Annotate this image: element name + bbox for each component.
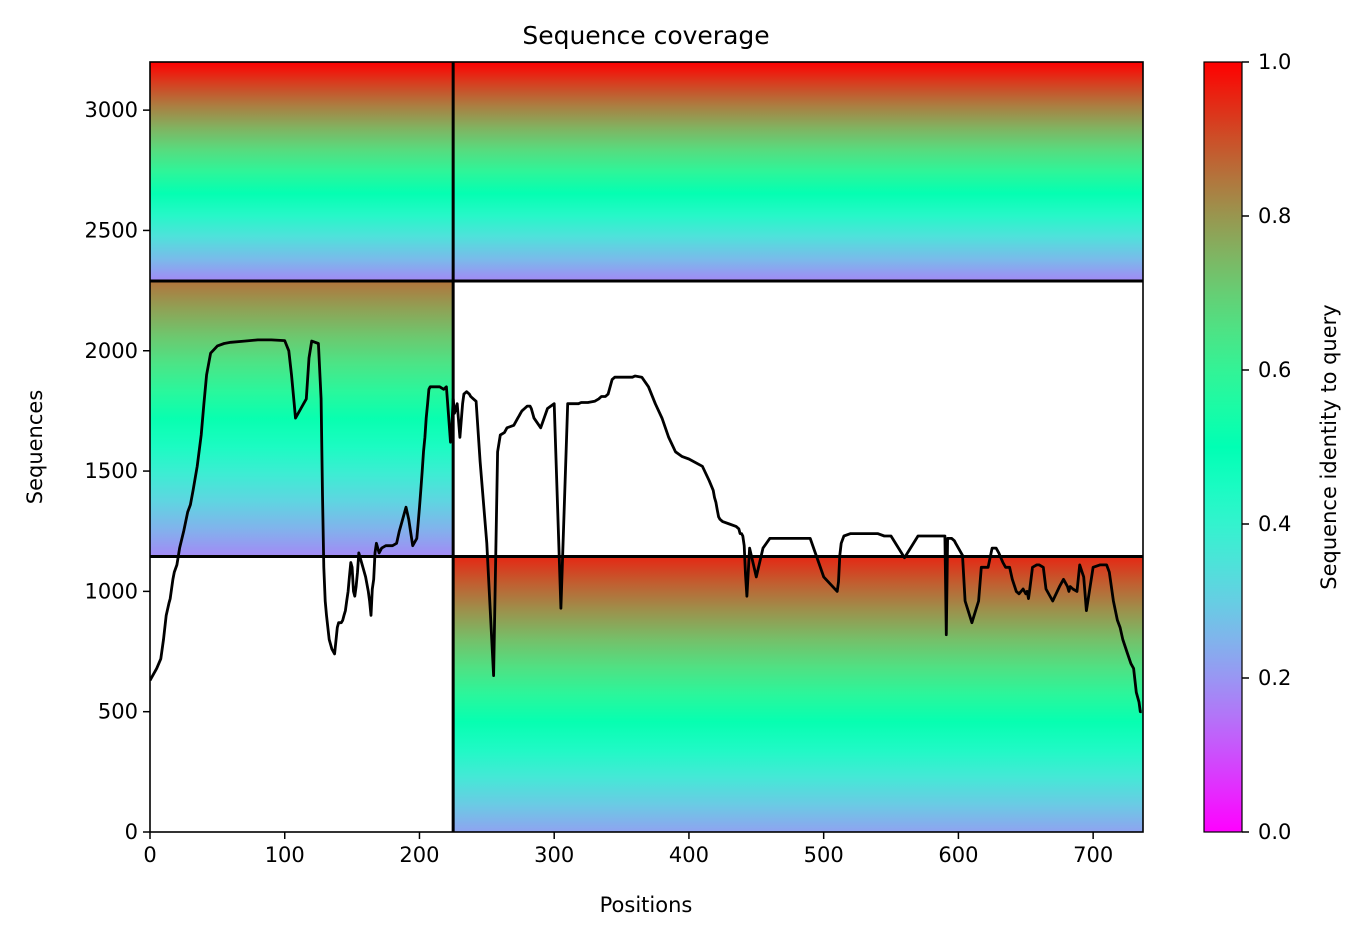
coverage-heatmap (150, 62, 1143, 832)
coverage-block (453, 556, 1143, 832)
coverage-block (150, 280, 454, 557)
x-tick-label: 300 (534, 843, 574, 867)
y-axis: 0 500 1000 1500 2000 2500 3000 (85, 98, 150, 844)
colorbar-tick-label: 0.0 (1258, 820, 1291, 844)
colorbar-title: Sequence identity to query (1317, 304, 1341, 589)
x-axis-title: Positions (600, 893, 693, 917)
plot-frame (149, 61, 1144, 833)
colorbar-tick-label: 0.2 (1258, 666, 1291, 690)
x-tick-label: 100 (265, 843, 305, 867)
x-tick-label: 0 (143, 843, 156, 867)
x-tick-label: 700 (1073, 843, 1113, 867)
colorbar-axis: 0.0 0.2 0.4 0.6 0.8 1.0 (1242, 50, 1291, 844)
y-tick-label: 3000 (85, 98, 138, 122)
x-tick-label: 400 (669, 843, 709, 867)
y-tick-label: 500 (98, 700, 138, 724)
y-axis-title: Sequences (23, 390, 47, 505)
coverage-line (150, 338, 1142, 714)
y-tick-label: 2500 (85, 218, 138, 242)
colorbar-tick-label: 0.4 (1258, 512, 1291, 536)
y-tick-label: 2000 (85, 339, 138, 363)
x-tick-label: 200 (399, 843, 439, 867)
colorbar (1203, 61, 1243, 833)
coverage-block (150, 62, 1143, 281)
x-tick-label: 500 (804, 843, 844, 867)
domain-boundaries (150, 62, 1143, 832)
y-tick-label: 1000 (85, 579, 138, 603)
colorbar-tick-label: 0.8 (1258, 204, 1291, 228)
x-axis: 0 100 200 300 400 500 600 700 (143, 832, 1113, 867)
x-tick-label: 600 (938, 843, 978, 867)
colorbar-tick-label: 0.6 (1258, 358, 1291, 382)
chart-title: Sequence coverage (522, 21, 769, 50)
y-tick-label: 1500 (85, 459, 138, 483)
colorbar-tick-label: 1.0 (1258, 50, 1291, 74)
y-tick-label: 0 (125, 820, 138, 844)
